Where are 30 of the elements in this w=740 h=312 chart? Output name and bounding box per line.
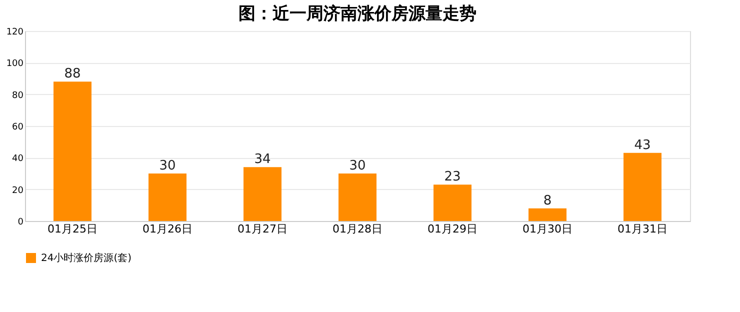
bar bbox=[148, 174, 186, 221]
data-label: 88 bbox=[64, 66, 81, 82]
y-tick-label: 100 bbox=[6, 59, 24, 70]
chart-title: 图：近一周济南涨价房源量走势 bbox=[238, 4, 476, 24]
x-tick-label: 01月31日 bbox=[618, 222, 668, 236]
x-tick-label: 01月26日 bbox=[142, 222, 192, 236]
x-tick-label: 01月28日 bbox=[332, 222, 382, 236]
bar bbox=[54, 82, 92, 221]
y-tick-label: 0 bbox=[18, 218, 24, 228]
y-tick-label: 80 bbox=[12, 90, 24, 101]
y-tick-label: 20 bbox=[12, 186, 24, 196]
data-label: 8 bbox=[543, 193, 552, 208]
bar bbox=[624, 152, 662, 221]
bar bbox=[434, 184, 472, 221]
data-label: 23 bbox=[444, 170, 461, 185]
legend-label: 24小时涨价房源(套) bbox=[41, 252, 132, 264]
data-label: 30 bbox=[159, 158, 176, 174]
x-tick-label: 01月30日 bbox=[522, 222, 572, 236]
data-label: 34 bbox=[254, 152, 271, 168]
bar bbox=[528, 208, 566, 221]
y-tick-label: 120 bbox=[6, 28, 24, 38]
x-tick-label: 01月25日 bbox=[48, 222, 98, 236]
data-label: 43 bbox=[634, 138, 651, 153]
data-label: 30 bbox=[349, 158, 366, 174]
x-tick-label: 01月29日 bbox=[428, 222, 478, 236]
bar bbox=[244, 167, 282, 221]
x-tick-label: 01月27日 bbox=[238, 222, 288, 236]
bar bbox=[338, 174, 376, 221]
y-tick-label: 60 bbox=[12, 122, 24, 132]
y-tick-label: 40 bbox=[12, 154, 24, 164]
